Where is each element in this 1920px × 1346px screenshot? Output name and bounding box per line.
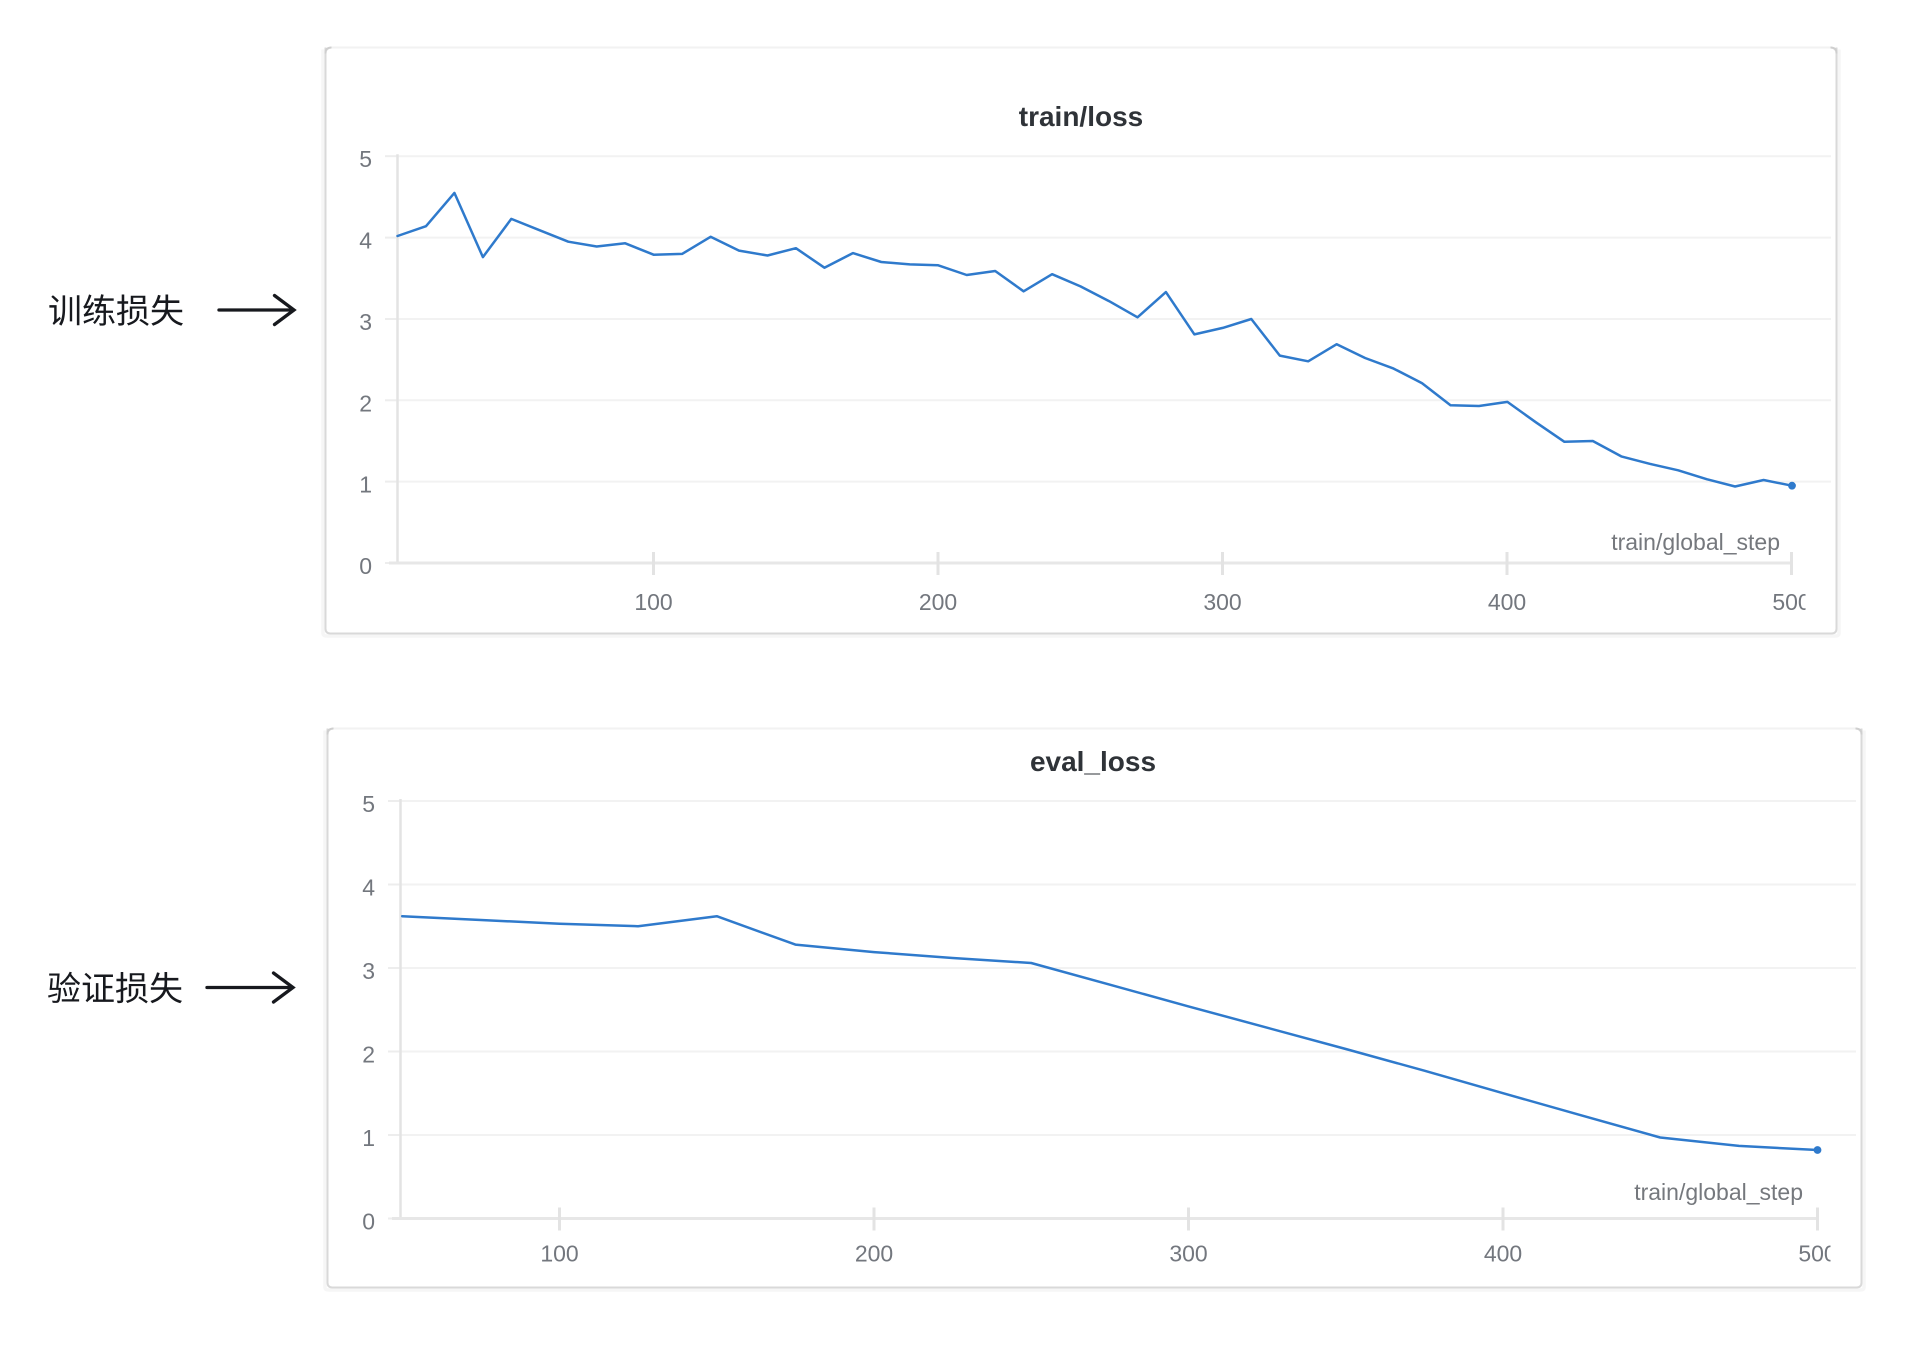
- svg-text:3: 3: [359, 309, 372, 335]
- svg-text:400: 400: [1484, 1241, 1522, 1267]
- svg-text:train/global_step: train/global_step: [1634, 1179, 1803, 1205]
- svg-text:0: 0: [359, 553, 372, 579]
- svg-text:200: 200: [919, 589, 957, 615]
- svg-text:5: 5: [362, 791, 375, 817]
- svg-text:500: 500: [1772, 589, 1810, 615]
- svg-text:300: 300: [1169, 1241, 1207, 1267]
- svg-text:train/global_step: train/global_step: [1611, 529, 1780, 555]
- svg-text:2: 2: [362, 1042, 375, 1068]
- svg-text:200: 200: [855, 1241, 893, 1267]
- svg-text:5: 5: [359, 146, 372, 172]
- svg-text:100: 100: [540, 1241, 578, 1267]
- svg-text:train/loss: train/loss: [1019, 101, 1143, 132]
- svg-text:2: 2: [359, 390, 372, 416]
- svg-text:300: 300: [1203, 589, 1241, 615]
- svg-text:500: 500: [1798, 1241, 1836, 1267]
- svg-text:400: 400: [1488, 589, 1526, 615]
- svg-text:4: 4: [359, 228, 372, 254]
- svg-text:1: 1: [362, 1125, 375, 1151]
- svg-text:eval_loss: eval_loss: [1030, 746, 1156, 777]
- svg-text:4: 4: [362, 875, 375, 901]
- svg-text:3: 3: [362, 958, 375, 984]
- svg-text:0: 0: [362, 1209, 375, 1235]
- svg-text:1: 1: [359, 472, 372, 498]
- svg-text:100: 100: [634, 589, 672, 615]
